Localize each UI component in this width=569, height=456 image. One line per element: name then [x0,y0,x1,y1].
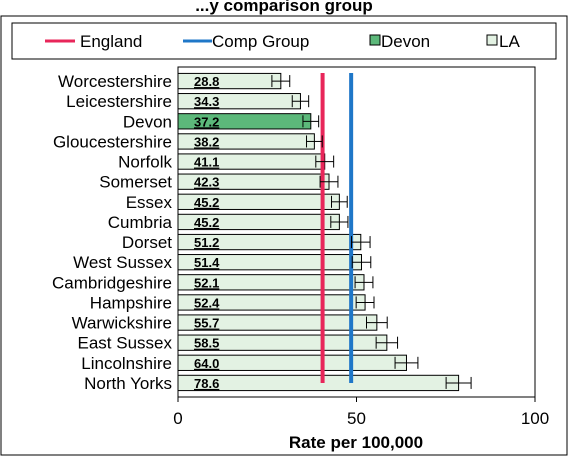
value-label-dorset: 51.2 [194,235,219,250]
category-label-warwickshire: Warwickshire [72,314,172,333]
error-bar-somerset [319,175,339,188]
legend-comp-group-label: Comp Group [212,32,309,51]
error-bar-cambridgeshire [354,276,374,289]
value-label-east-sussex: 58.5 [194,336,219,351]
category-label-dorset: Dorset [122,233,172,252]
category-label-somerset: Somerset [99,173,172,192]
value-label-west-sussex: 51.4 [194,255,220,270]
value-label-warwickshire: 55.7 [194,316,219,331]
value-label-cambridgeshire: 52.1 [194,275,219,290]
error-bar-worcestershire [271,75,291,88]
legend: England Comp Group Devon LA [11,22,557,60]
legend-la-label: LA [499,32,520,51]
error-bar-gloucestershire [306,135,323,148]
chart-border [0,15,568,456]
legend-la-swatch [486,34,498,46]
x-tick-label-0: 0 [173,409,182,428]
category-label-gloucestershire: Gloucestershire [53,132,172,151]
x-axis-label: Rate per 100,000 [289,433,423,452]
category-label-north-yorks: North Yorks [84,374,172,393]
x-tick-label-50: 50 [347,409,366,428]
error-bar-east-sussex [375,336,399,349]
error-bar-leicestershire [291,95,310,108]
error-bar-devon [302,115,320,128]
value-label-cumbria: 45.2 [194,215,219,230]
error-bar-essex [331,195,348,208]
error-bar-cumbria [330,215,349,228]
category-label-hampshire: Hampshire [90,293,172,312]
error-bar-warwickshire [365,316,388,329]
bar-north-yorks [177,374,460,392]
value-label-norfolk: 41.1 [194,155,219,170]
value-label-devon: 37.2 [194,114,219,129]
error-bar-west-sussex [351,256,372,269]
error-bar-dorset [351,236,371,249]
category-label-lincolnshire: Lincolnshire [81,354,172,373]
error-bar-hampshire [355,296,375,309]
category-label-worcestershire: Worcestershire [58,72,172,91]
error-bar-norfolk [315,155,335,168]
category-label-cumbria: Cumbria [108,213,173,232]
value-label-essex: 45.2 [194,195,219,210]
error-bar-north-yorks [445,376,472,389]
category-label-east-sussex: East Sussex [78,334,173,353]
legend-devon-swatch [369,34,381,46]
value-label-hampshire: 52.4 [194,295,220,310]
value-label-somerset: 42.3 [194,175,219,190]
category-label-devon: Devon [123,112,172,131]
x-tick-label-100: 100 [521,409,549,428]
category-label-cambridgeshire: Cambridgeshire [52,273,172,292]
value-label-leicestershire: 34.3 [194,94,219,109]
category-label-norfolk: Norfolk [118,153,172,172]
category-label-west-sussex: West Sussex [73,253,172,272]
legend-england-label: England [80,32,142,51]
chart-title: ...y comparison group [195,0,373,15]
category-label-essex: Essex [126,193,173,212]
legend-devon-label: Devon [381,32,430,51]
category-label-leicestershire: Leicestershire [66,92,172,111]
error-bar-lincolnshire [394,356,419,369]
value-label-lincolnshire: 64.0 [194,356,219,371]
value-label-worcestershire: 28.8 [194,74,219,89]
value-label-gloucestershire: 38.2 [194,134,219,149]
legend-box [11,22,557,60]
value-label-north-yorks: 78.6 [194,376,219,391]
